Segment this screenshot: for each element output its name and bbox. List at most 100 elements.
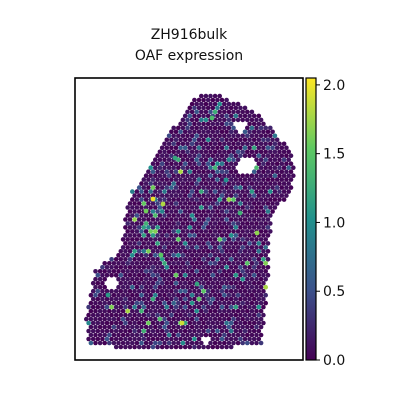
spot [261,265,266,270]
spot [205,217,211,222]
spot [176,292,181,298]
spot [187,169,193,174]
spot [208,173,213,178]
spot [196,113,202,119]
spot [281,141,287,147]
spot [182,249,188,254]
spot [217,213,222,218]
spot [228,328,234,334]
spot [254,125,259,131]
spot [180,253,186,258]
spot [113,288,119,294]
spot [215,121,220,127]
spot [146,169,151,174]
spot [226,213,232,218]
spot [258,149,264,155]
spot [247,209,252,214]
spot [228,209,234,214]
spot [215,296,220,302]
spot [143,253,149,258]
spot [127,304,133,310]
spot [178,129,183,135]
spot [247,137,252,143]
spot [224,288,229,294]
spot [164,241,170,246]
spot [185,300,190,306]
spot [240,292,245,298]
spot [109,312,114,318]
spot [123,233,128,238]
spot [203,237,209,242]
spot [219,113,225,119]
spot [173,137,179,143]
spot [141,257,147,262]
spot [258,125,264,131]
spot [169,280,174,286]
spot [281,157,287,162]
spot [180,141,186,147]
spot [258,237,264,242]
spot [240,205,245,210]
spot [222,117,227,123]
spot [270,185,275,190]
spot [205,249,211,254]
spot [240,269,245,274]
spot [180,221,186,226]
spot [95,288,101,294]
spot [192,97,197,103]
spot [150,336,156,342]
spot [268,149,273,155]
spot [201,225,206,230]
spot [245,276,250,282]
spot [222,109,227,115]
spot [258,133,264,139]
spot [178,121,183,127]
spot [212,189,218,194]
spot [162,213,167,218]
spot [166,284,172,290]
spot [210,225,216,230]
spot [162,276,167,282]
spot [256,209,262,214]
spot [238,201,243,206]
spot [258,276,264,282]
spot [159,265,165,270]
spot [235,269,241,274]
spot [169,336,174,342]
spot [242,272,248,278]
spot [93,269,98,274]
spot [231,332,236,338]
spot [249,189,255,194]
spot [120,292,126,298]
spot [201,97,206,103]
spot [189,308,195,314]
spot [155,209,160,214]
spot [162,261,167,266]
spot [263,125,269,131]
spot [178,225,183,230]
spot [150,280,156,286]
spot [123,225,128,230]
spot [176,340,181,346]
spot [249,253,255,258]
spot [240,109,245,115]
spot [210,153,216,158]
spot [231,109,236,115]
spot [141,249,147,254]
spot [203,213,209,218]
spot [90,304,96,310]
spot [166,253,172,258]
spot [222,340,227,346]
spot [157,261,163,266]
spot [240,189,245,194]
spot [240,308,245,314]
spot [272,133,278,139]
spot [116,269,121,274]
spot [265,249,271,254]
spot [258,292,264,298]
spot [171,245,176,250]
spot-high-expression [150,196,156,202]
spot [132,225,137,230]
spot-high-expression [160,201,166,207]
spot [238,193,243,198]
